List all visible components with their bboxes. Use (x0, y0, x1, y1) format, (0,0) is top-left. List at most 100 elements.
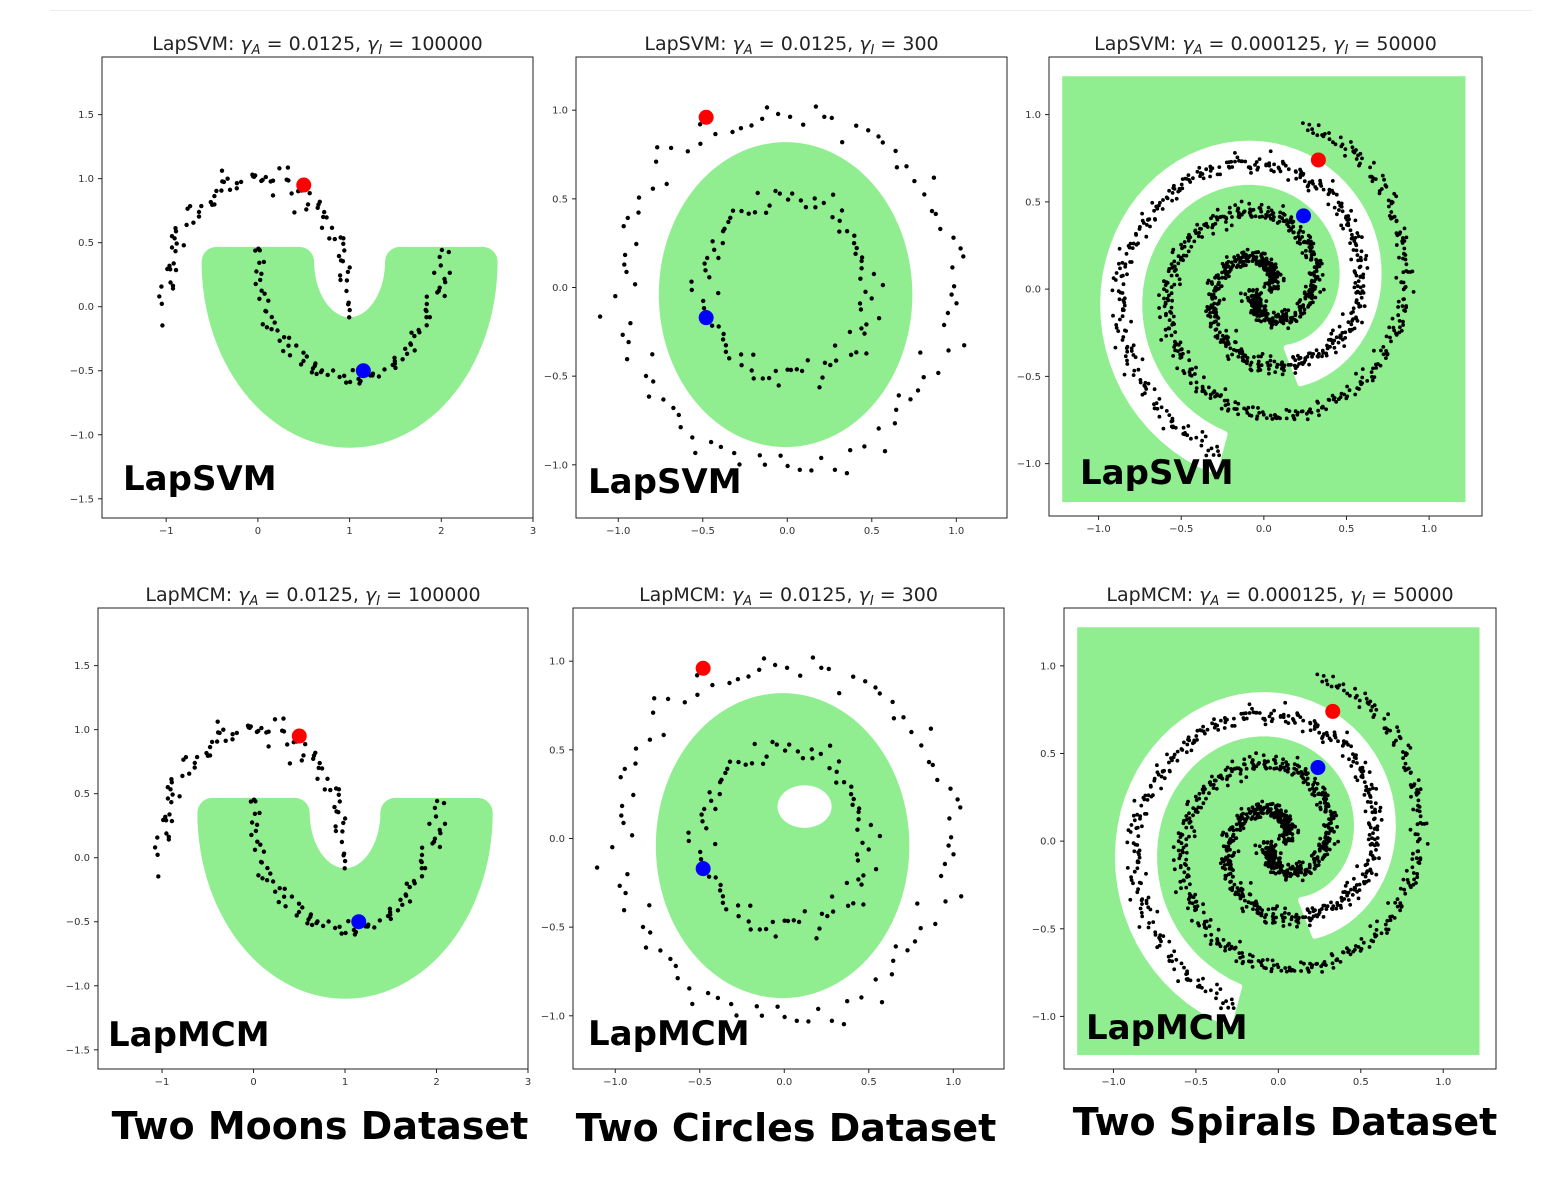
p2-data-point (1187, 370, 1192, 374)
p5-data-point (1149, 784, 1153, 789)
p3-x-tick-label: 1 (342, 1077, 348, 1088)
p5-data-point (1341, 950, 1346, 955)
p5-data-point (1284, 760, 1288, 764)
p5-data-point (1286, 862, 1291, 867)
p5-data-point (1184, 817, 1189, 822)
p2-data-point (1307, 271, 1312, 275)
p2-data-point (1249, 303, 1254, 308)
p0-data-point (393, 365, 398, 371)
p5-data-point (1196, 978, 1201, 983)
p5-data-point (1182, 965, 1186, 970)
p5-data-point (1418, 787, 1423, 792)
p2-data-point (1268, 413, 1273, 418)
p5-data-point (1224, 999, 1228, 1003)
p5-data-point (1255, 911, 1260, 915)
p2-data-point (1369, 370, 1374, 374)
p3-data-point (273, 889, 278, 894)
p1-data-point (863, 289, 868, 294)
p2-data-point (1117, 261, 1121, 266)
p5-data-point (1237, 827, 1242, 832)
p5-data-point (1222, 726, 1227, 730)
p3-data-point (192, 765, 197, 770)
p3-data-point (169, 800, 174, 805)
p5-data-point (1269, 967, 1274, 971)
p2-data-point (1236, 401, 1241, 406)
p1-data-point (693, 450, 698, 456)
p2-data-point (1327, 131, 1331, 135)
p4-points-group (594, 655, 964, 1027)
p0-data-point (338, 277, 343, 283)
p0-data-point (196, 209, 202, 215)
p5-data-point (1368, 924, 1373, 928)
p5-data-point (1223, 716, 1227, 720)
p4-data-point (851, 674, 856, 679)
p2-data-point (1394, 243, 1399, 247)
p4-data-point (877, 691, 882, 696)
p5-data-point (1155, 909, 1160, 914)
p2-data-point (1186, 424, 1191, 428)
p5-data-point (1382, 716, 1387, 721)
p3-x-tick-label: 2 (433, 1077, 439, 1088)
p5-data-point (1287, 922, 1292, 927)
p1-data-point (951, 235, 956, 240)
p5-data-point (1299, 870, 1304, 875)
p5-data-point (1239, 806, 1244, 811)
p2-data-point (1351, 306, 1356, 311)
p0-data-point (269, 327, 274, 332)
p4-data-point (718, 882, 723, 888)
caption-two-moons: Two Moons Dataset (111, 1104, 529, 1148)
p1-data-point (730, 208, 736, 213)
p2-data-point (1334, 400, 1339, 404)
p5-data-point (1232, 716, 1236, 721)
p5-data-point (1334, 958, 1339, 963)
p5-data-point (1311, 782, 1315, 787)
p5-data-point (1241, 909, 1245, 914)
p3-data-point (342, 858, 348, 864)
p5-data-point (1218, 987, 1223, 991)
p2-data-point (1343, 330, 1348, 335)
p2-data-point (1358, 285, 1363, 290)
p2-data-point (1142, 383, 1147, 388)
p0-data-point (289, 191, 294, 196)
p2-data-point (1334, 192, 1339, 197)
p5-data-point (1168, 769, 1172, 774)
p2-data-point (1296, 231, 1301, 235)
p2-data-point (1193, 372, 1197, 376)
p2-data-point (1215, 444, 1219, 449)
p1-data-point (650, 352, 655, 357)
p2-data-point (1240, 255, 1245, 260)
p5-data-point (1256, 802, 1261, 807)
p3-title-prefix: LapMCM: (145, 584, 238, 606)
p5-data-point (1228, 841, 1232, 845)
p2-data-point (1222, 297, 1226, 302)
p0-data-point (287, 353, 293, 358)
p2-data-point (1285, 318, 1289, 323)
p4-data-point (860, 840, 865, 845)
p0-data-point (234, 181, 240, 186)
p5-data-point (1267, 714, 1272, 719)
p2-data-point (1356, 301, 1361, 306)
p5-data-point (1201, 902, 1205, 907)
p0-data-point (214, 188, 219, 194)
p2-data-point (1264, 416, 1269, 420)
p2-data-point (1297, 305, 1302, 310)
p5-data-point (1209, 932, 1214, 937)
p2-data-point (1145, 223, 1149, 227)
p4-region-group (655, 693, 910, 999)
p4-data-point (861, 902, 866, 907)
p2-data-point (1260, 256, 1265, 261)
p1-data-point (812, 196, 817, 201)
p3-data-point (342, 816, 348, 821)
p5-data-point (1351, 752, 1355, 756)
p2-data-point (1373, 177, 1378, 182)
p4-data-point (734, 1013, 739, 1018)
p4-data-point (800, 756, 806, 761)
p5-data-point (1313, 908, 1317, 913)
p2-data-point (1269, 257, 1274, 262)
p5-data-point (1356, 945, 1361, 949)
p2-data-point (1201, 176, 1206, 181)
p2-data-point (1342, 392, 1347, 397)
p2-data-point (1140, 392, 1145, 397)
p2-data-point (1160, 207, 1165, 211)
p2-data-point (1310, 296, 1314, 301)
